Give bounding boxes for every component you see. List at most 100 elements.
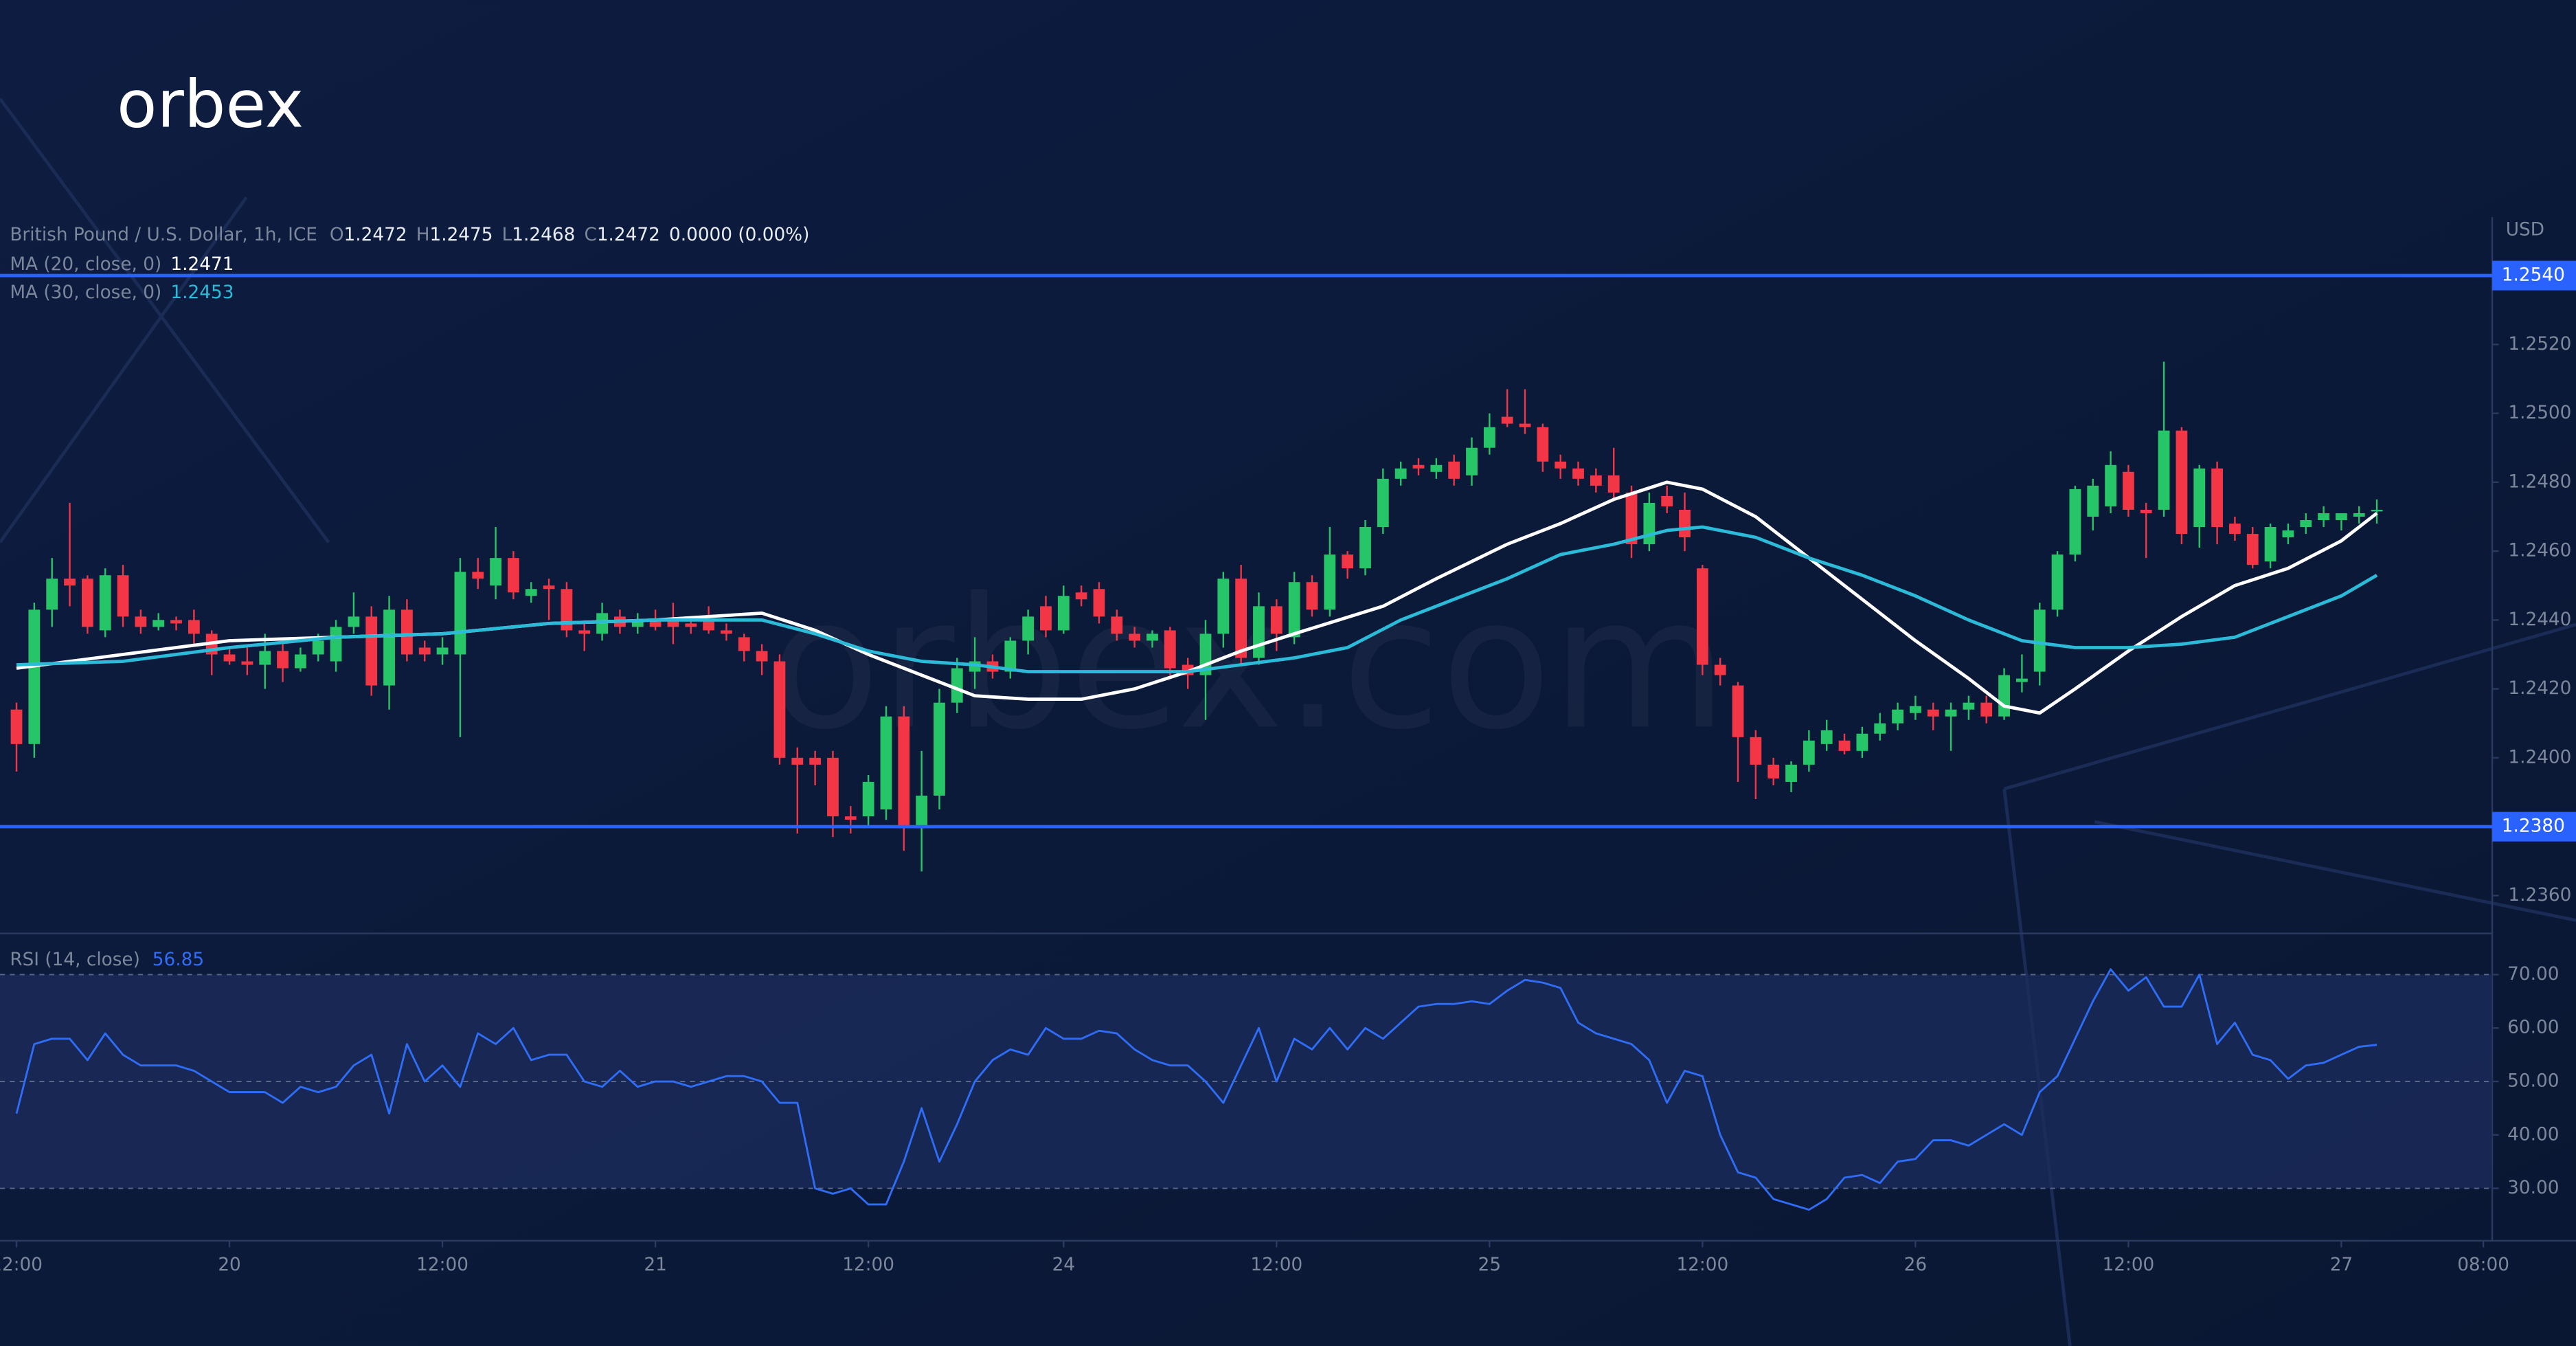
candle-body — [2176, 430, 2188, 535]
candle-body — [2300, 519, 2312, 528]
candle-body — [418, 647, 431, 655]
candle-body — [2246, 534, 2259, 565]
candle-body — [1501, 416, 1513, 424]
candle-body — [685, 623, 697, 627]
candle-body — [2087, 485, 2099, 517]
candle-body — [1288, 582, 1300, 638]
candle-body — [1590, 475, 1602, 486]
candle-body — [1270, 606, 1283, 634]
legend-header: British Pound / U.S. Dollar, 1h, ICE O1.… — [10, 225, 809, 245]
y-tick-label: 1.2500 — [2508, 403, 2571, 423]
x-tick-label: 12:00 — [416, 1255, 468, 1275]
candle-body — [1998, 675, 2010, 717]
candle-body — [1412, 464, 1425, 469]
y-tick-label: 1.2460 — [2508, 541, 2571, 561]
candle-body — [2282, 530, 2294, 538]
candle-body — [10, 709, 23, 744]
candle-body — [862, 781, 874, 817]
candle-body — [2105, 464, 2116, 506]
candle-body — [2016, 678, 2028, 682]
ohlc-letter: L — [502, 225, 512, 245]
candle-body — [1519, 423, 1531, 427]
y-tick-label: 1.2480 — [2508, 471, 2571, 492]
candle-body — [1129, 633, 1141, 641]
y-tick-label: 1.2440 — [2508, 609, 2571, 630]
candle-body — [472, 572, 484, 579]
candle-body — [1483, 427, 1495, 448]
rsi-y-tick-label: 30.00 — [2507, 1178, 2559, 1198]
x-tick-label: 26 — [1904, 1255, 1927, 1275]
candle-body — [81, 579, 93, 627]
candle-body — [2336, 513, 2347, 520]
x-tick-label: 20 — [218, 1255, 240, 1275]
candle-body — [1075, 592, 1087, 600]
candle-body — [1945, 709, 1957, 717]
candle-body — [1643, 502, 1656, 545]
candle-body — [2158, 430, 2170, 510]
candle-body — [2371, 509, 2383, 512]
candle-body — [880, 716, 892, 810]
candle-body — [1572, 468, 1584, 479]
x-tick-label: 24 — [1052, 1255, 1075, 1275]
ma-name: MA (20, close, 0) — [10, 254, 161, 275]
rsi-y-tick-label: 50.00 — [2507, 1071, 2559, 1092]
candle-body — [401, 609, 413, 655]
rsi-legend: RSI (14, close) 56.85 — [10, 949, 204, 969]
candle-body — [1767, 764, 1780, 778]
candle-body — [649, 620, 662, 627]
candle-body — [1022, 616, 1035, 641]
candle-body — [898, 716, 910, 827]
candle-body — [436, 647, 449, 655]
candle-body — [241, 661, 253, 665]
candle-body — [1466, 447, 1478, 475]
candle-body — [2123, 471, 2134, 510]
candle-body — [1093, 589, 1105, 617]
candle-body — [1040, 606, 1052, 631]
candle-body — [721, 630, 732, 634]
candle-body — [756, 651, 768, 662]
candle-body — [1927, 709, 1939, 717]
ohlc-value: 1.2468 — [512, 225, 575, 245]
ma-name: MA (30, close, 0) — [10, 282, 161, 302]
candle-body — [135, 616, 147, 627]
candle-body — [1874, 723, 1886, 734]
x-tick-label: 25 — [1478, 1255, 1501, 1275]
x-tick-label: 12:00 — [842, 1255, 894, 1275]
candle-body — [1785, 764, 1797, 782]
x-tick-label: 12:00 — [1250, 1255, 1302, 1275]
candle-body — [1892, 709, 1903, 724]
candle-body — [667, 620, 679, 627]
ohlc-letter: H — [416, 225, 430, 245]
ohlc-letter: O — [330, 225, 344, 245]
candle-body — [1253, 606, 1265, 658]
ma-value: 1.2453 — [170, 282, 234, 302]
candle-body — [1359, 527, 1371, 569]
change: 0.0000 (0.00%) — [669, 225, 809, 245]
candle-body — [1235, 579, 1247, 658]
candle-body — [2069, 489, 2081, 555]
candle-body — [1820, 730, 1833, 744]
candle-body — [827, 757, 839, 817]
currency: USD — [2506, 219, 2544, 240]
x-tick-label: 27 — [2330, 1255, 2353, 1275]
candle-body — [64, 579, 76, 586]
candle-body — [1430, 464, 1443, 472]
moving-average-line — [16, 480, 2378, 715]
candle-body — [2318, 513, 2329, 520]
candle-body — [2353, 513, 2365, 517]
level-label-box — [2492, 260, 2576, 291]
candle-body — [1057, 596, 1070, 631]
ma-legend: MA (30, close, 0) 1.2453 — [10, 282, 234, 302]
candle-body — [1555, 461, 1567, 469]
candle-body — [454, 572, 466, 655]
candle-body — [1448, 461, 1460, 479]
candle-body — [1607, 475, 1620, 493]
candle-body — [117, 575, 129, 617]
candle-body — [561, 589, 573, 631]
x-tick-label: 08:00 — [2457, 1255, 2509, 1275]
candle-body — [294, 654, 306, 669]
candle-body — [28, 609, 41, 744]
rsi-name: RSI (14, close) — [10, 949, 140, 969]
